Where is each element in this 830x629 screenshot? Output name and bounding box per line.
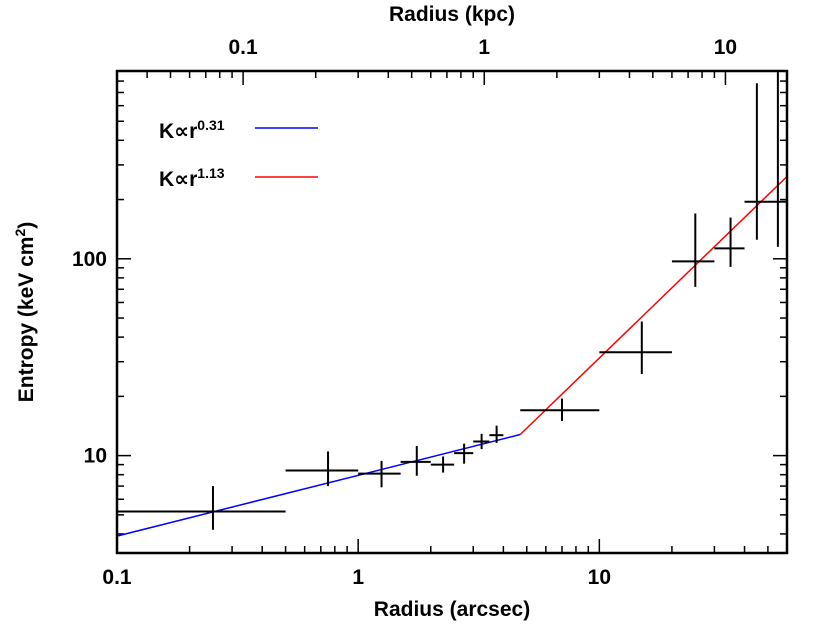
legend-label-fit-2-exponent: 1.13 <box>197 165 224 181</box>
x2-axis-label: Radius (kpc) <box>389 3 515 26</box>
fit-line-2 <box>519 175 788 436</box>
y-axis-label: Entropy (keV cm2) <box>12 222 38 403</box>
fit-line-1 <box>116 433 521 537</box>
x-tick-label: 0.1 <box>102 566 132 589</box>
x-tick-label: 10 <box>588 566 611 589</box>
tick-labels: 0.1 1 10 0.1 1 10 10 100 <box>72 36 737 589</box>
data-points <box>117 71 787 530</box>
data-point-7 <box>473 433 490 450</box>
legend-label-fit-1-exponent: 0.31 <box>197 117 224 133</box>
data-point-9 <box>520 398 600 421</box>
legend-label-fit-2: K∝r1.13 <box>159 165 225 191</box>
x-tick-label: 1 <box>352 566 364 589</box>
y-axis-label-sup: 2 <box>12 229 28 237</box>
data-point-13 <box>744 83 768 240</box>
data-point-14 <box>767 71 787 247</box>
fit-lines <box>116 175 788 537</box>
data-point-6 <box>454 443 474 464</box>
x2-tick-label: 1 <box>478 36 490 59</box>
x-axis-label: Radius (arcsec) <box>374 598 530 621</box>
y-axis-label-close: ) <box>15 222 38 229</box>
data-point-3 <box>358 460 401 488</box>
legend-label-fit-2-base: K∝r <box>159 168 197 191</box>
plot-frame <box>115 69 789 555</box>
x2-tick-label: 0.1 <box>228 36 258 59</box>
legend-label-fit-1-base: K∝r <box>159 120 197 143</box>
data-point-4 <box>400 445 431 476</box>
y-axis-label-main: Entropy (keV cm <box>15 237 38 403</box>
y-tick-label: 10 <box>84 445 107 468</box>
legend-label-fit-1: K∝r0.31 <box>159 117 225 143</box>
data-point-10 <box>599 321 672 374</box>
data-point-5 <box>430 456 455 473</box>
data-point-8 <box>489 425 504 443</box>
x2-tick-label: 10 <box>714 36 737 59</box>
data-point-11 <box>671 213 715 287</box>
legend: K∝r0.31 K∝r1.13 <box>159 117 318 191</box>
data-point-1 <box>117 486 286 530</box>
y-tick-label: 100 <box>72 248 107 271</box>
data-point-12 <box>714 217 745 267</box>
data-point-2 <box>285 451 359 487</box>
